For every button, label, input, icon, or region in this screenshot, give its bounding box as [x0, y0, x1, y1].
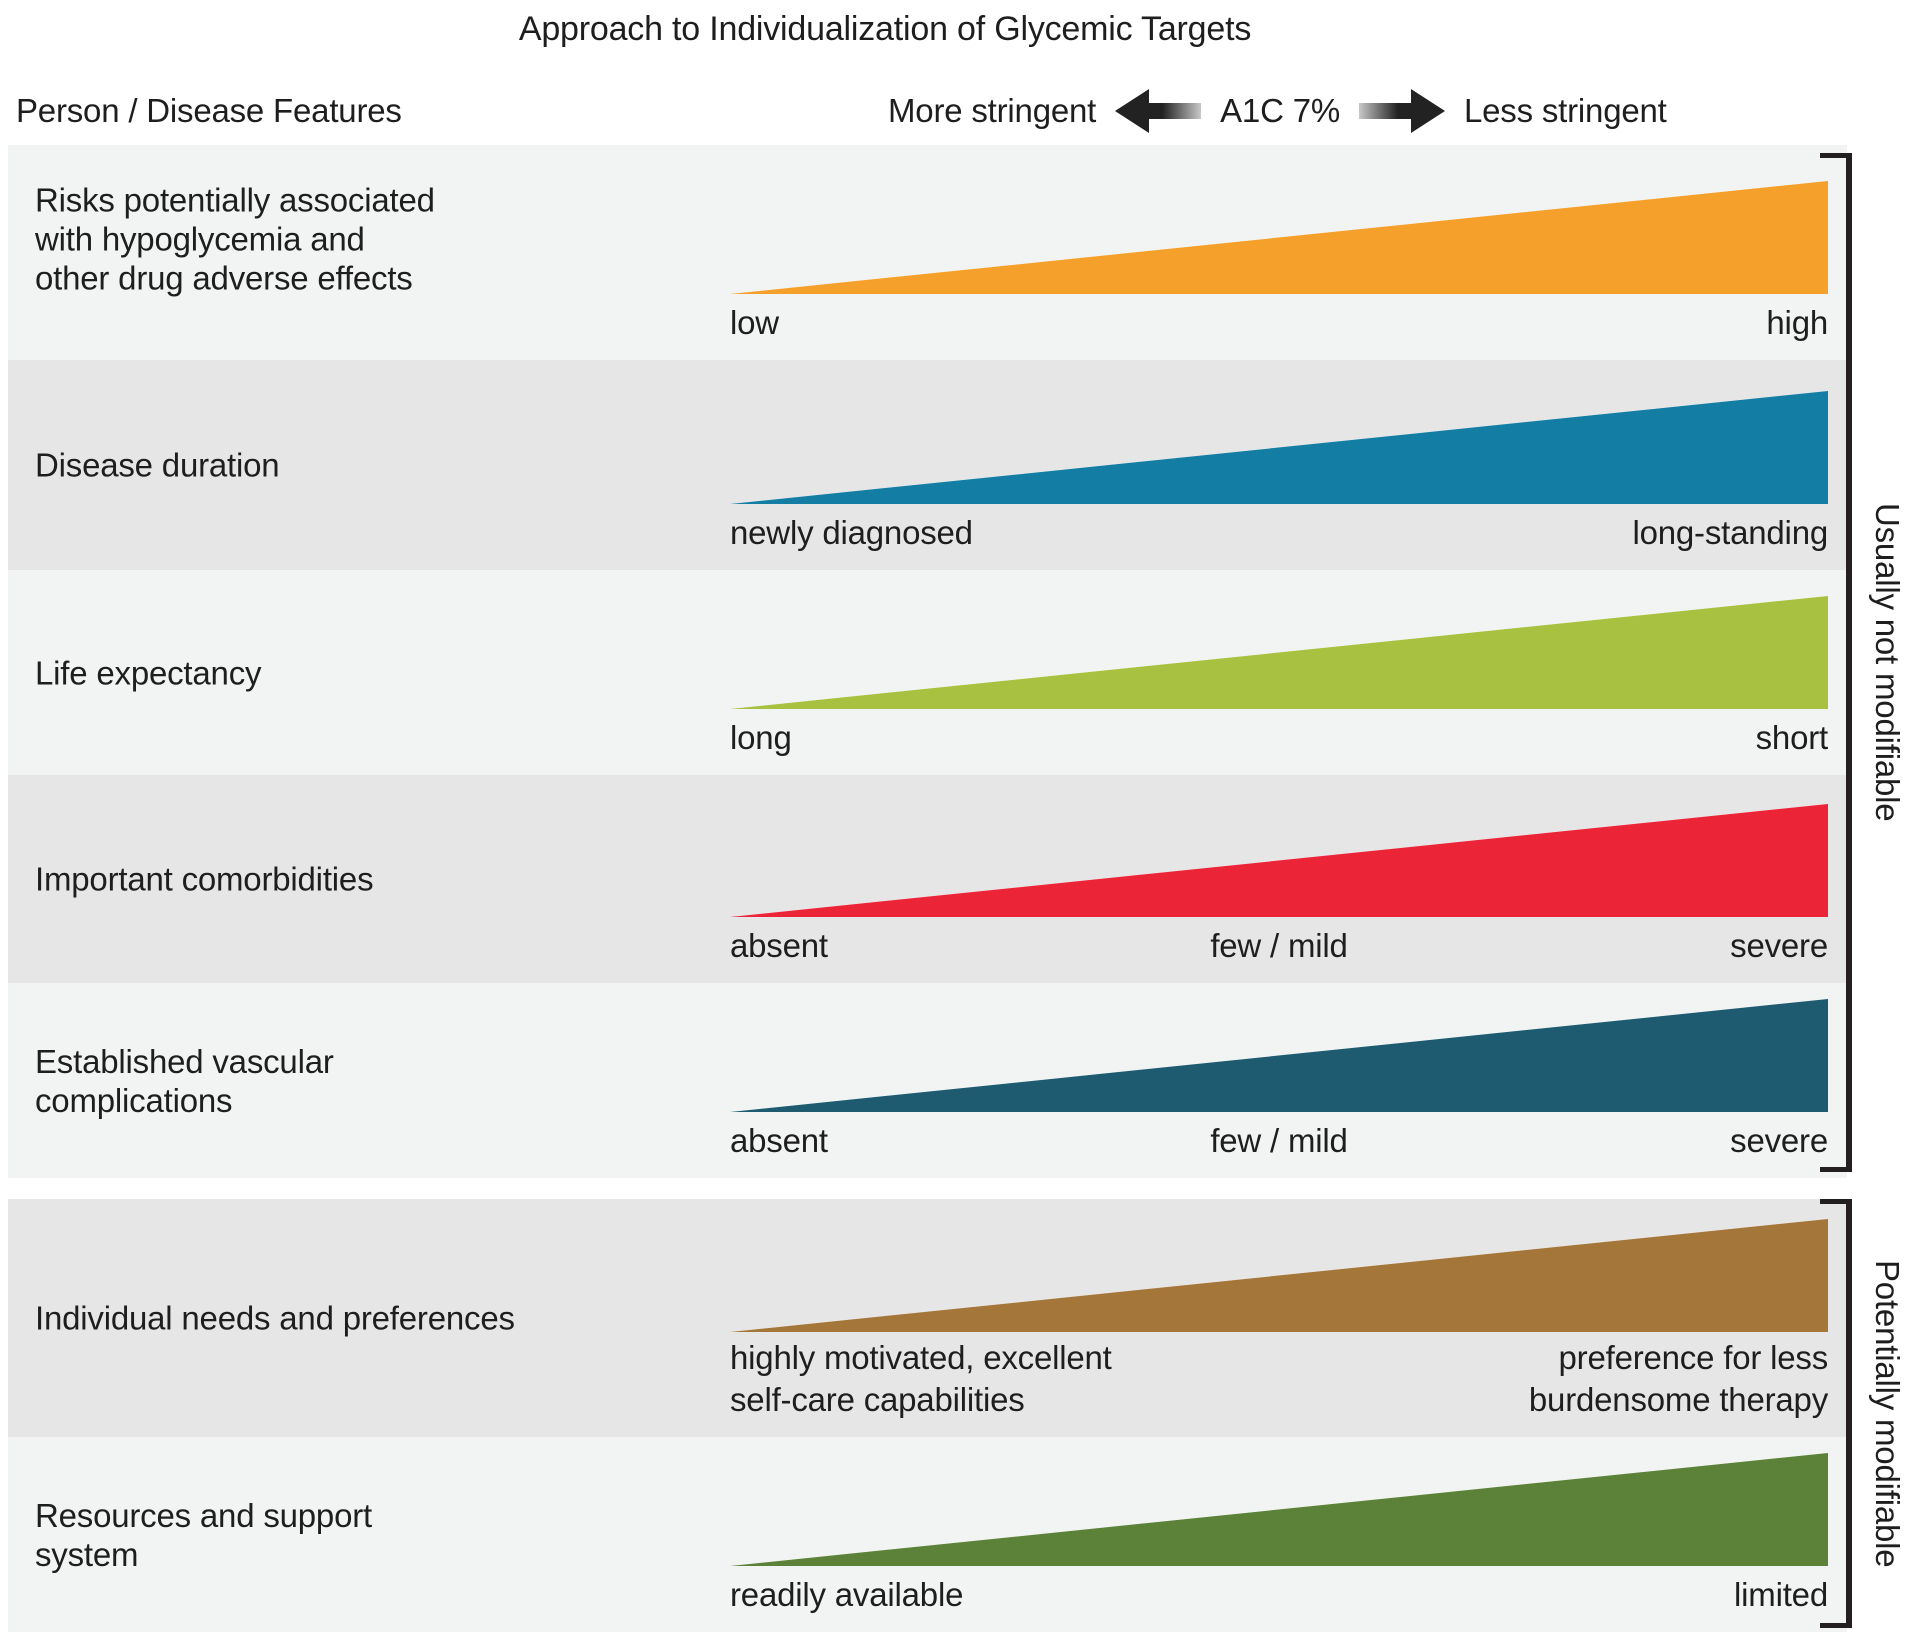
severity-wedge	[730, 181, 1828, 294]
scale-left-label: long	[730, 719, 792, 756]
feature-label: Risks potentially associated with hypogl…	[35, 181, 435, 296]
scale-left-label: absent	[730, 1122, 828, 1159]
feature-label: Resources and support system	[35, 1496, 372, 1573]
left-arrow-icon	[1115, 89, 1202, 133]
scale-left-label: newly diagnosed	[730, 514, 973, 551]
usually-not-modifiable-bracket	[1820, 153, 1852, 1172]
severity-wedge	[730, 596, 1828, 709]
more-stringent-label: More stringent	[888, 92, 1097, 129]
feature-label: Established vascular complications	[35, 1042, 334, 1119]
feature-label: Individual needs and preferences	[35, 1299, 515, 1337]
feature-label: Disease duration	[35, 446, 280, 484]
scale-mid-label: few / mild	[1210, 1122, 1348, 1159]
less-stringent-label: Less stringent	[1463, 92, 1667, 129]
feature-label: Life expectancy	[35, 654, 262, 691]
feature-row-resources-support: Resources and support system readily ava…	[8, 1437, 1847, 1632]
scale-right-label: long-standing	[1632, 514, 1828, 551]
severity-wedge	[730, 999, 1828, 1112]
scale-left-label: absent	[730, 927, 828, 964]
scale-right-label: short	[1755, 719, 1829, 756]
person-disease-features-heading: Person / Disease Features	[16, 92, 402, 129]
feature-row-comorbidities: Important comorbidities absent few / mil…	[8, 775, 1847, 983]
scale-mid-label: few / mild	[1210, 927, 1348, 964]
scale-right-label: limited	[1734, 1576, 1828, 1613]
usually-not-modifiable-label: Usually not modifiable	[1869, 503, 1906, 822]
severity-wedge	[730, 804, 1828, 917]
scale-left-label: low	[730, 304, 779, 341]
feature-row-hypoglycemia-risks: Risks potentially associated with hypogl…	[8, 145, 1847, 360]
feature-row-life-expectancy: Life expectancy long short	[8, 570, 1847, 775]
severity-wedge	[730, 1453, 1828, 1566]
potentially-modifiable-bracket	[1820, 1199, 1852, 1628]
feature-row-vascular-complications: Established vascular complications absen…	[8, 983, 1847, 1178]
feature-row-needs-preferences: Individual needs and preferences highly …	[8, 1199, 1847, 1437]
stringency-axis-header: More stringent A1C 7%	[888, 86, 1667, 136]
severity-wedge	[730, 1219, 1828, 1332]
figure-title: Approach to Individualization of Glycemi…	[518, 10, 1252, 48]
feature-row-disease-duration: Disease duration newly diagnosed long-st…	[8, 360, 1847, 570]
scale-right-label: preference for less burdensome therapy	[1528, 1339, 1828, 1418]
scale-right-label: severe	[1730, 927, 1828, 964]
feature-label: Important comorbidities	[35, 860, 374, 898]
scale-right-label: severe	[1730, 1122, 1828, 1159]
scale-right-label: high	[1766, 304, 1828, 341]
right-arrow-icon	[1358, 89, 1445, 133]
scale-left-label: highly motivated, excellent self-care ca…	[730, 1339, 1112, 1418]
severity-wedge	[730, 391, 1828, 504]
potentially-modifiable-label: Potentially modifiable	[1869, 1259, 1906, 1568]
a1c-target-label: A1C 7%	[1220, 92, 1340, 129]
scale-left-label: readily available	[730, 1576, 964, 1613]
